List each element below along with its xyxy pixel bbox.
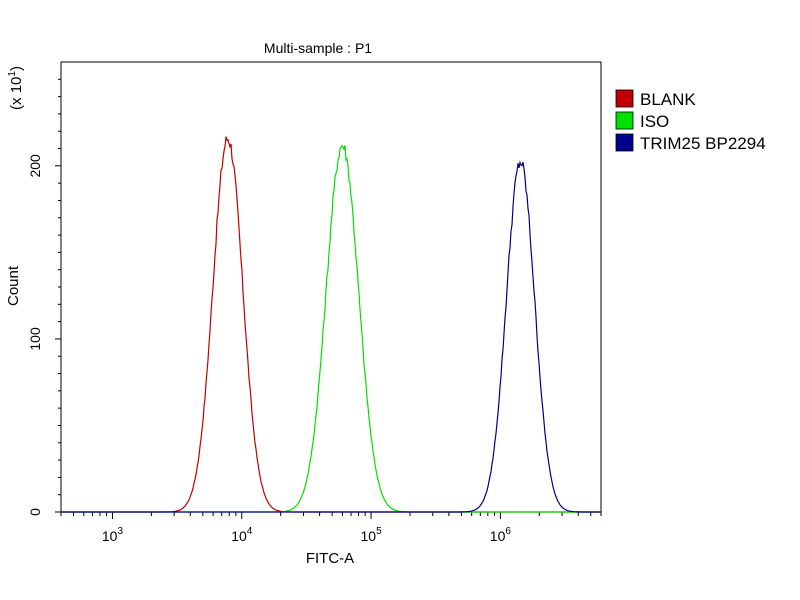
series-curve-trim25-bp2294 (61, 160, 601, 513)
legend-label: BLANK (640, 90, 696, 109)
series-curve-iso (61, 144, 601, 513)
legend-label: TRIM25 BP2294 (640, 134, 766, 153)
legend-swatch (615, 111, 634, 130)
legend-swatch (615, 133, 634, 152)
legend: BLANK ISO TRIM25 BP2294 (615, 89, 766, 153)
y-tick-label: 100 (27, 327, 43, 351)
legend-swatch (615, 89, 634, 108)
y-tick-label: 0 (27, 508, 43, 516)
x-tick-label: 106 (490, 526, 512, 544)
plot-frame (60, 61, 602, 513)
x-tick-label: 104 (231, 526, 253, 544)
y-tick-label: 200 (27, 154, 43, 178)
x-axis-label: FITC-A (306, 550, 354, 567)
x-tick-label: 105 (361, 526, 383, 544)
y-axis: 0 100 200 (27, 78, 61, 516)
chart-title: Multi-sample : P1 (264, 40, 372, 56)
y-axis-label: Count (5, 265, 22, 306)
x-axis: 103 104 105 106 (60, 512, 602, 544)
series-curve-blank (61, 136, 601, 513)
y-multiplier-label: (x 101) (7, 66, 25, 110)
histogram-curves (61, 136, 601, 513)
x-tick-label: 103 (102, 526, 124, 544)
legend-label: ISO (640, 112, 669, 131)
